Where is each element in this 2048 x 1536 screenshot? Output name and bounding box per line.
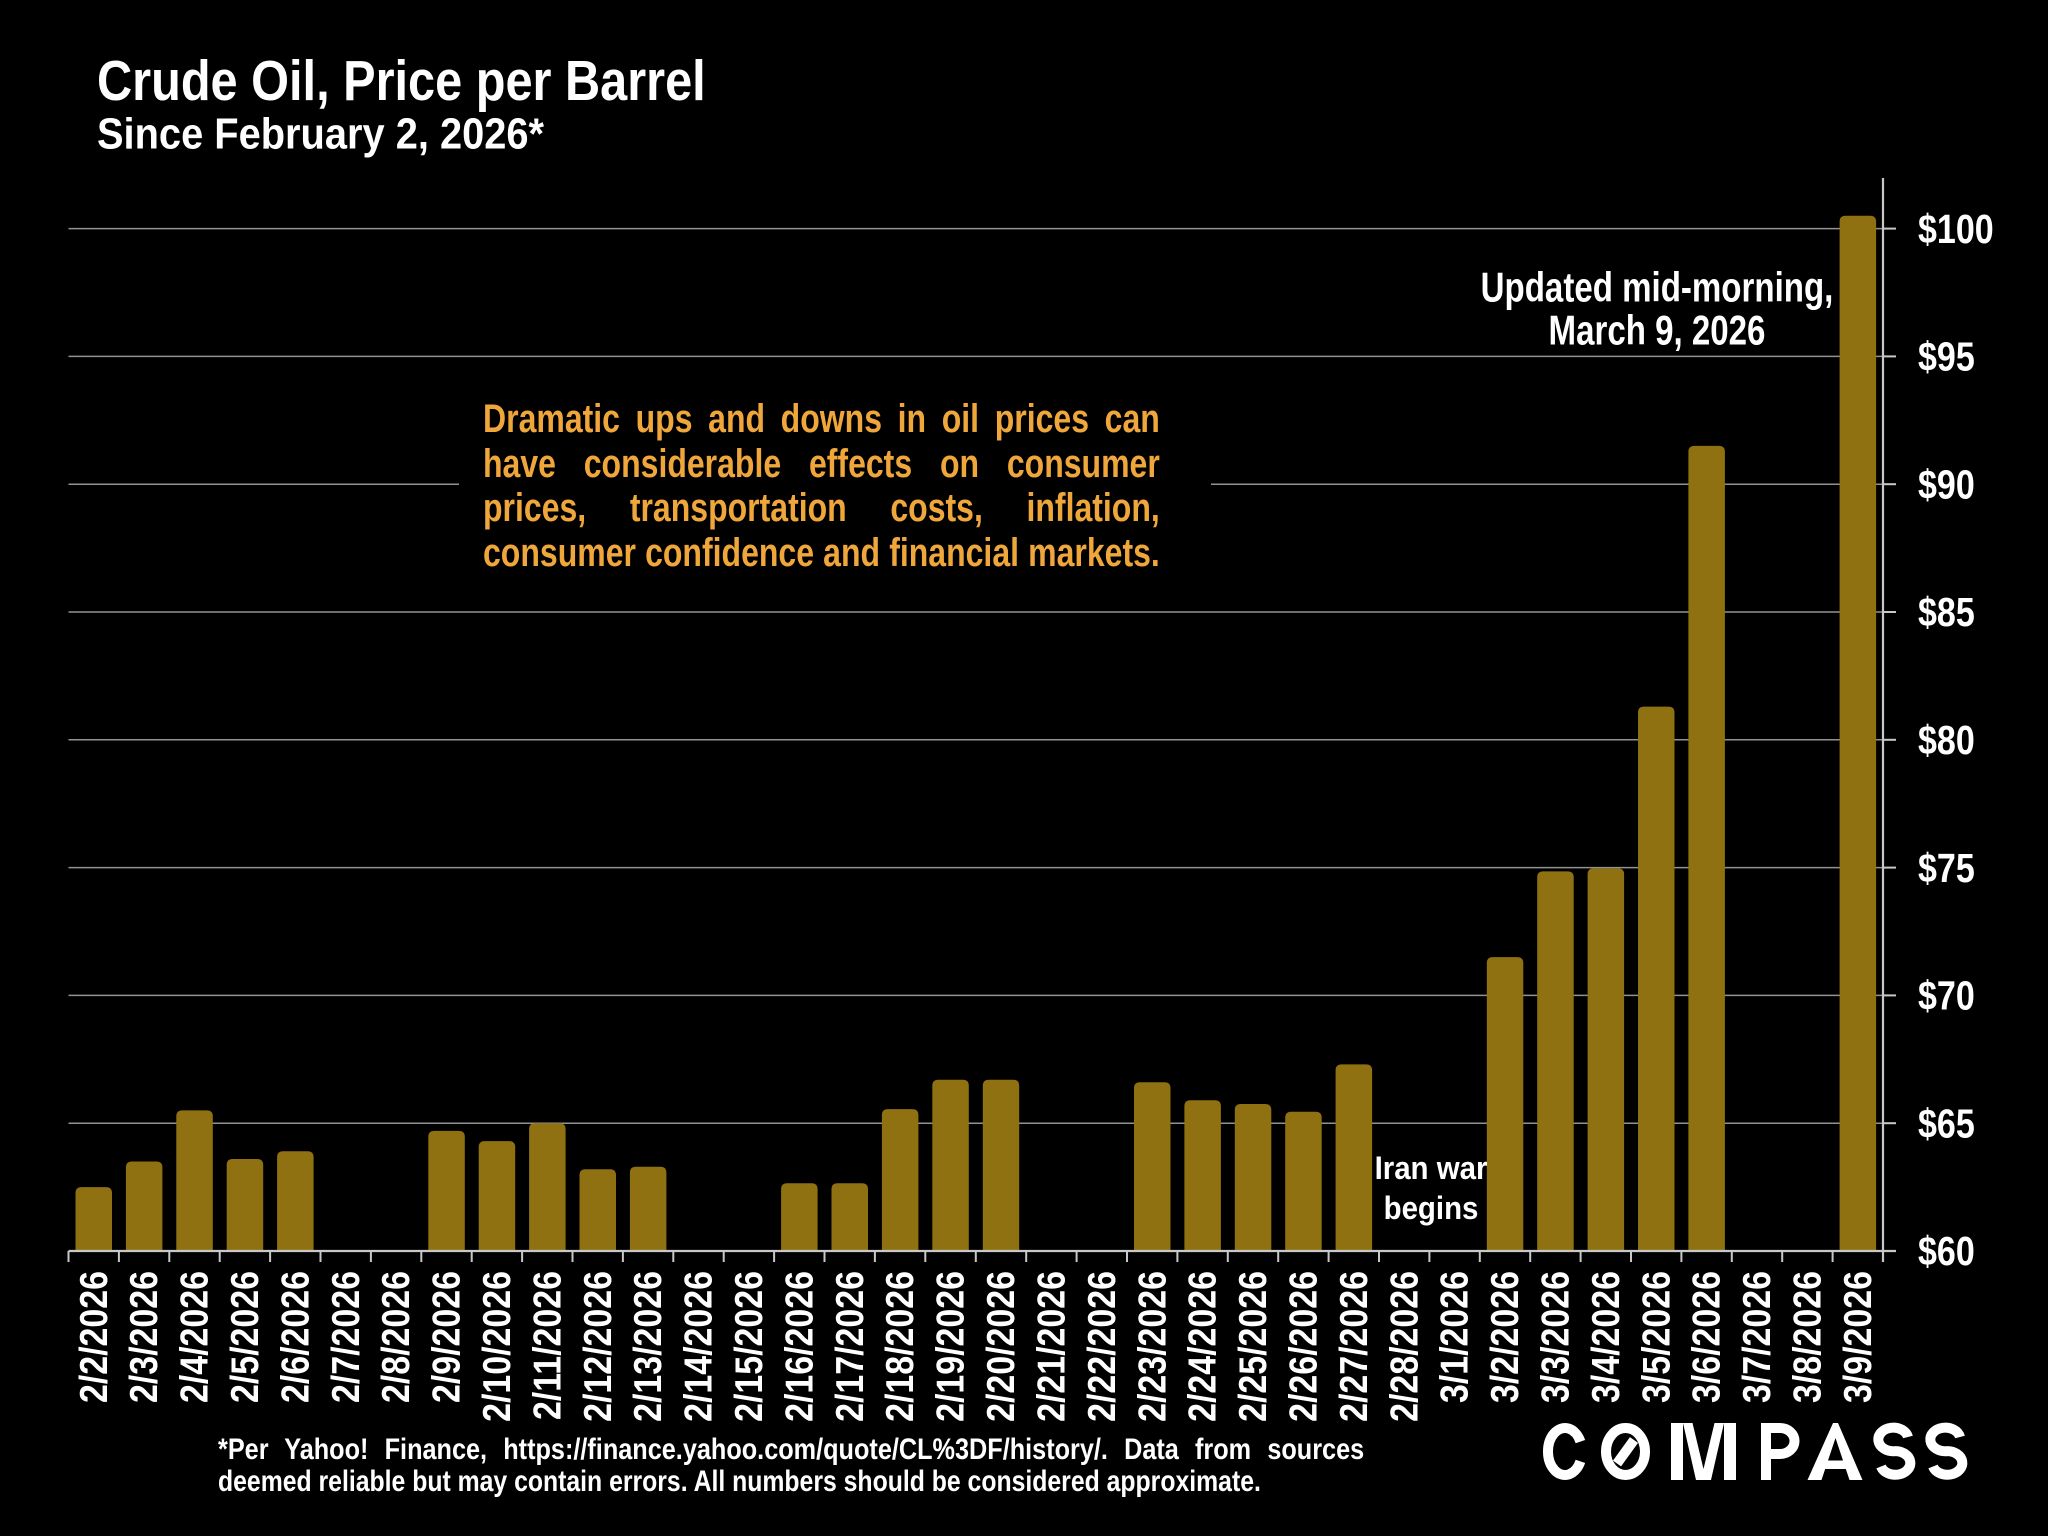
svg-text:2/26/2026: 2/26/2026 bbox=[1281, 1271, 1325, 1422]
svg-text:2/18/2026: 2/18/2026 bbox=[878, 1271, 922, 1422]
svg-text:$70: $70 bbox=[1918, 973, 1975, 1019]
svg-text:2/4/2026: 2/4/2026 bbox=[172, 1271, 216, 1403]
svg-text:2/10/2026: 2/10/2026 bbox=[475, 1271, 519, 1422]
svg-text:2/16/2026: 2/16/2026 bbox=[777, 1271, 821, 1422]
svg-text:Iran war: Iran war bbox=[1375, 1150, 1488, 1186]
svg-text:2/8/2026: 2/8/2026 bbox=[374, 1271, 418, 1403]
svg-text:2/12/2026: 2/12/2026 bbox=[576, 1271, 620, 1422]
svg-text:3/6/2026: 3/6/2026 bbox=[1684, 1271, 1728, 1403]
svg-text:2/23/2026: 2/23/2026 bbox=[1130, 1271, 1174, 1422]
svg-text:$100: $100 bbox=[1918, 206, 1994, 252]
svg-text:March 9, 2026: March 9, 2026 bbox=[1549, 307, 1766, 353]
svg-text:2/13/2026: 2/13/2026 bbox=[626, 1271, 670, 1422]
svg-text:3/3/2026: 3/3/2026 bbox=[1533, 1271, 1577, 1403]
svg-text:2/11/2026: 2/11/2026 bbox=[525, 1271, 569, 1420]
svg-text:3/9/2026: 3/9/2026 bbox=[1836, 1271, 1880, 1403]
svg-text:$90: $90 bbox=[1918, 461, 1975, 507]
svg-text:2/5/2026: 2/5/2026 bbox=[223, 1271, 267, 1403]
svg-text:Crude Oil, Price per Barrel: Crude Oil, Price per Barrel bbox=[97, 49, 706, 112]
svg-text:2/14/2026: 2/14/2026 bbox=[676, 1271, 720, 1422]
svg-text:$65: $65 bbox=[1918, 1100, 1975, 1146]
svg-text:2/6/2026: 2/6/2026 bbox=[273, 1271, 317, 1403]
svg-text:2/22/2026: 2/22/2026 bbox=[1080, 1271, 1124, 1422]
svg-text:3/2/2026: 3/2/2026 bbox=[1483, 1271, 1527, 1403]
svg-text:Updated mid-morning,: Updated mid-morning, bbox=[1481, 264, 1834, 310]
svg-text:3/1/2026: 3/1/2026 bbox=[1432, 1271, 1476, 1403]
svg-text:2/19/2026: 2/19/2026 bbox=[928, 1271, 972, 1422]
svg-text:2/20/2026: 2/20/2026 bbox=[979, 1271, 1023, 1422]
svg-text:2/24/2026: 2/24/2026 bbox=[1180, 1271, 1224, 1422]
svg-text:begins: begins bbox=[1384, 1190, 1479, 1226]
svg-text:Since February 2, 2026*: Since February 2, 2026* bbox=[97, 109, 545, 158]
svg-text:2/3/2026: 2/3/2026 bbox=[122, 1271, 166, 1403]
svg-text:2/9/2026: 2/9/2026 bbox=[424, 1271, 468, 1403]
svg-text:2/17/2026: 2/17/2026 bbox=[828, 1271, 872, 1422]
svg-text:$95: $95 bbox=[1918, 334, 1975, 380]
svg-text:2/21/2026: 2/21/2026 bbox=[1029, 1271, 1073, 1422]
svg-text:2/15/2026: 2/15/2026 bbox=[727, 1271, 771, 1422]
svg-text:$85: $85 bbox=[1918, 589, 1975, 635]
svg-text:3/4/2026: 3/4/2026 bbox=[1584, 1271, 1628, 1403]
svg-text:2/27/2026: 2/27/2026 bbox=[1332, 1271, 1376, 1422]
svg-text:2/7/2026: 2/7/2026 bbox=[324, 1271, 368, 1403]
svg-text:3/8/2026: 3/8/2026 bbox=[1785, 1271, 1829, 1403]
svg-text:2/28/2026: 2/28/2026 bbox=[1382, 1271, 1426, 1422]
svg-text:2/25/2026: 2/25/2026 bbox=[1231, 1271, 1275, 1422]
svg-text:3/5/2026: 3/5/2026 bbox=[1634, 1271, 1678, 1403]
svg-text:2/2/2026: 2/2/2026 bbox=[72, 1271, 116, 1403]
svg-text:$80: $80 bbox=[1918, 717, 1975, 763]
svg-text:$75: $75 bbox=[1918, 845, 1975, 891]
svg-text:$60: $60 bbox=[1918, 1228, 1975, 1274]
svg-text:3/7/2026: 3/7/2026 bbox=[1735, 1271, 1779, 1403]
